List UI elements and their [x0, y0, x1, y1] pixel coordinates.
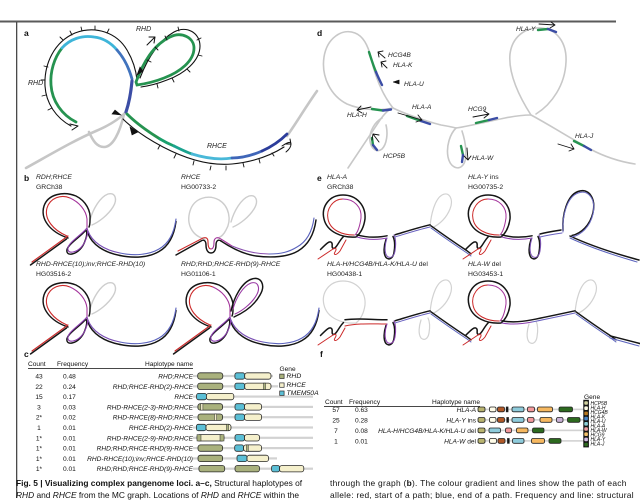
svg-text:HG00438-1: HG00438-1: [327, 271, 362, 278]
svg-text:HLA-J: HLA-J: [591, 442, 605, 448]
svg-text:HLA-H: HLA-H: [347, 112, 367, 119]
svg-text:1*: 1*: [36, 446, 43, 453]
svg-text:1*: 1*: [36, 435, 43, 442]
svg-text:Count: Count: [325, 399, 343, 406]
svg-text:HCG9: HCG9: [468, 106, 487, 113]
svg-text:0.01: 0.01: [63, 456, 76, 463]
svg-text:RHD-RHCE(2-3)-RHD;RHCE: RHD-RHCE(2-3)-RHD;RHCE: [107, 404, 194, 411]
svg-text:Gene: Gene: [280, 366, 296, 373]
svg-text:HG00733-2: HG00733-2: [181, 184, 216, 191]
svg-text:22: 22: [35, 384, 43, 391]
svg-text:HLA-Y: HLA-Y: [591, 437, 606, 443]
svg-text:0.28: 0.28: [355, 418, 368, 425]
svg-text:RHD: RHD: [28, 80, 43, 87]
svg-text:Count: Count: [28, 361, 46, 368]
svg-text:HLA-H/HCG4B/HLA-K/HLA-U del: HLA-H/HCG4B/HLA-K/HLA-U del: [327, 261, 428, 268]
svg-text:GRCh38: GRCh38: [327, 184, 354, 191]
svg-text:TMEM50A: TMEM50A: [287, 390, 320, 397]
svg-text:RHD;RHCE-RHD(2)-RHCE: RHD;RHCE-RHD(2)-RHCE: [113, 384, 194, 391]
svg-text:HLA-J: HLA-J: [575, 133, 594, 140]
svg-text:HLA-A: HLA-A: [591, 424, 606, 430]
svg-text:0.02: 0.02: [63, 415, 76, 422]
svg-text:f: f: [320, 349, 323, 359]
svg-text:RHCE: RHCE: [287, 382, 307, 389]
svg-text:HLA-H: HLA-H: [591, 406, 606, 412]
svg-text:0.63: 0.63: [355, 407, 368, 414]
svg-text:HLA-A: HLA-A: [412, 104, 432, 111]
svg-text:RHCE: RHCE: [207, 143, 227, 150]
svg-text:RHD;RHD;RHCE-RHD(9)-RHCE: RHD;RHD;RHCE-RHD(9)-RHCE: [97, 466, 194, 473]
svg-text:HLA-W del: HLA-W del: [444, 439, 476, 446]
svg-text:RHD: RHD: [136, 26, 151, 33]
svg-text:RHD-RHCE(8)-RHD;RHCE: RHD-RHCE(8)-RHD;RHCE: [113, 415, 194, 422]
svg-text:HCG9: HCG9: [591, 433, 605, 439]
svg-text:Frequency: Frequency: [349, 399, 381, 406]
svg-text:0.48: 0.48: [63, 374, 76, 381]
svg-text:43: 43: [35, 374, 43, 381]
svg-text:HLA-A: HLA-A: [327, 174, 347, 181]
svg-text:HLA-H/HCG4B/HLA-K/HLA-U del: HLA-H/HCG4B/HLA-K/HLA-U del: [378, 428, 476, 435]
svg-text:e: e: [317, 173, 322, 183]
svg-text:0.01: 0.01: [63, 435, 76, 442]
svg-text:15: 15: [35, 394, 43, 401]
svg-text:0.17: 0.17: [63, 394, 76, 401]
svg-text:1: 1: [334, 439, 338, 446]
svg-text:HCG4B: HCG4B: [591, 410, 609, 416]
svg-text:RHD-RHCE(2-9)-RHD;RHCE: RHD-RHCE(2-9)-RHD;RHCE: [107, 435, 194, 442]
svg-text:a: a: [24, 28, 29, 38]
svg-text:Haplotype name: Haplotype name: [432, 399, 480, 406]
svg-text:HLA-W: HLA-W: [472, 155, 494, 162]
svg-text:HLA-U: HLA-U: [591, 419, 606, 425]
svg-text:Haplotype name: Haplotype name: [145, 361, 193, 368]
svg-text:0.01: 0.01: [63, 425, 76, 432]
svg-text:HG01106-1: HG01106-1: [181, 271, 216, 278]
svg-text:RDH;RHCE: RDH;RHCE: [36, 174, 72, 181]
svg-text:HLA-Y ins: HLA-Y ins: [446, 418, 476, 425]
svg-text:HCP5B: HCP5B: [591, 401, 608, 407]
svg-text:HLA-A: HLA-A: [457, 407, 477, 414]
svg-text:RHD;RHD;RHCE-RHD(9)-RHCE: RHD;RHD;RHCE-RHD(9)-RHCE: [181, 261, 281, 268]
svg-text:1*: 1*: [36, 466, 43, 473]
svg-text:HCG4B: HCG4B: [388, 52, 411, 59]
svg-text:HLA-W: HLA-W: [591, 428, 608, 434]
svg-text:0.01: 0.01: [355, 439, 368, 446]
svg-text:HCP5B: HCP5B: [383, 153, 406, 160]
svg-text:Frequency: Frequency: [57, 361, 89, 368]
svg-text:HLA-W del: HLA-W del: [468, 261, 501, 268]
svg-text:d: d: [317, 28, 322, 38]
svg-text:c: c: [24, 349, 29, 359]
svg-text:HLA-Y ins: HLA-Y ins: [468, 174, 499, 181]
svg-text:3: 3: [37, 404, 41, 411]
svg-text:0.01: 0.01: [63, 446, 76, 453]
svg-text:RHD-RHCE(10);inv;RHCE-RHD(10): RHD-RHCE(10);inv;RHCE-RHD(10): [87, 456, 193, 463]
svg-text:1: 1: [37, 425, 41, 432]
svg-text:HLA-K: HLA-K: [591, 415, 606, 421]
svg-text:1*: 1*: [36, 456, 43, 463]
svg-text:RHD: RHD: [287, 373, 302, 380]
svg-text:RHCE: RHCE: [181, 174, 201, 181]
svg-text:HG03453-1: HG03453-1: [468, 271, 503, 278]
svg-text:25: 25: [332, 418, 340, 425]
svg-text:7: 7: [334, 428, 338, 435]
svg-text:b: b: [24, 173, 29, 183]
svg-text:GRCh38: GRCh38: [36, 184, 63, 191]
svg-text:RHCE: RHCE: [174, 394, 193, 401]
svg-text:HG00735-2: HG00735-2: [468, 184, 503, 191]
svg-text:0.03: 0.03: [63, 404, 76, 411]
svg-text:Gene: Gene: [584, 394, 600, 401]
svg-text:HLA-Y: HLA-Y: [516, 26, 536, 33]
svg-text:HG03516-2: HG03516-2: [36, 271, 71, 278]
svg-text:RHD;RHCE: RHD;RHCE: [158, 374, 193, 381]
svg-text:HLA-K: HLA-K: [393, 62, 413, 69]
svg-text:2*: 2*: [36, 415, 43, 422]
svg-text:RHD;RHD;RHCE-RHD(9)-RHCE: RHD;RHD;RHCE-RHD(9)-RHCE: [97, 446, 194, 453]
svg-text:HLA-U: HLA-U: [404, 81, 424, 88]
svg-text:0.24: 0.24: [63, 384, 76, 391]
svg-text:RHCE-RHD(2)-RHCE: RHCE-RHD(2)-RHCE: [129, 425, 194, 432]
svg-text:57: 57: [332, 407, 340, 414]
svg-text:0.08: 0.08: [355, 428, 368, 435]
svg-text:RHD-RHCE(10);inv;RHCE-RHD(10): RHD-RHCE(10);inv;RHCE-RHD(10): [36, 261, 145, 268]
svg-text:0.01: 0.01: [63, 466, 76, 473]
